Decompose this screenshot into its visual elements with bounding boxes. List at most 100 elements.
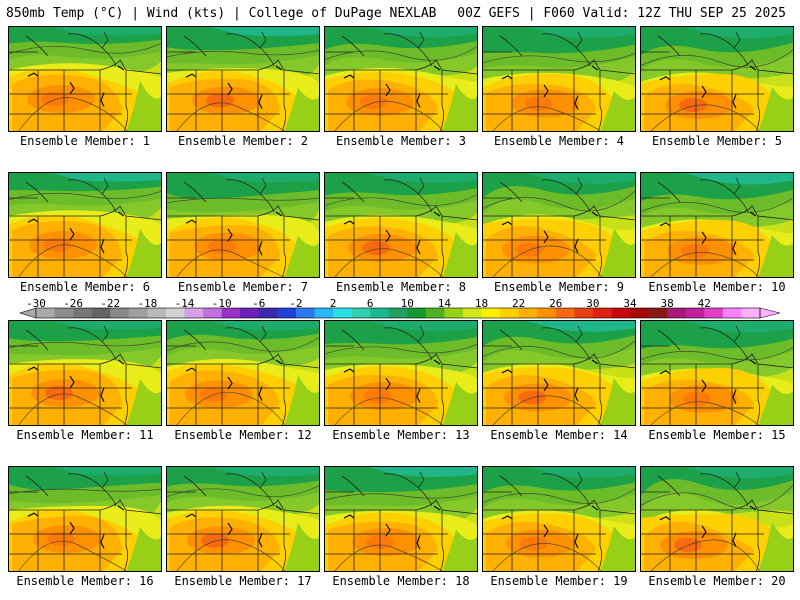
- colorbar-bin: [462, 308, 482, 318]
- colorbar-bin: [444, 308, 464, 318]
- ensemble-member-map: [324, 320, 478, 426]
- ensemble-member-map: [640, 172, 794, 278]
- colorbar-bin: [203, 308, 222, 318]
- colorbar-bin: [667, 308, 687, 318]
- colorbar-tick-label: 42: [697, 297, 711, 310]
- colorbar-bin: [295, 308, 315, 318]
- ensemble-member-label: Ensemble Member: 2: [177, 134, 309, 148]
- colorbar-tick-label: 14: [437, 297, 452, 310]
- colorbar-bin: [165, 308, 185, 318]
- ensemble-member-label: Ensemble Member: 3: [335, 134, 467, 148]
- colorbar-bin: [592, 308, 612, 318]
- ensemble-member-map: [324, 172, 478, 278]
- colorbar-tick-label: 22: [512, 297, 526, 310]
- chart-title: 850mb Temp (°C) | Wind (kts) | College o…: [6, 6, 437, 21]
- colorbar-bin: [481, 308, 501, 318]
- colorbar-tick-label: 26: [549, 297, 563, 310]
- ensemble-member-map: [640, 320, 794, 426]
- colorbar-bin: [574, 308, 594, 318]
- colorbar-bin: [110, 308, 130, 318]
- run-valid-time: 00Z GEFS | F060 Valid: 12Z THU SEP 25 20…: [457, 6, 786, 21]
- ensemble-member-map: [166, 320, 320, 426]
- colorbar-bin: [388, 308, 408, 318]
- ensemble-member-label: Ensemble Member: 8: [335, 280, 467, 294]
- colorbar-bin: [54, 308, 74, 318]
- colorbar-bin: [648, 308, 668, 318]
- ensemble-member-label: Ensemble Member: 14: [490, 428, 628, 442]
- colorbar-tick-label: -6: [252, 297, 266, 310]
- colorbar-bin: [258, 308, 278, 318]
- colorbar-bin: [555, 308, 575, 318]
- colorbar-bin: [221, 308, 241, 318]
- ensemble-member-label: Ensemble Member: 16: [16, 574, 154, 588]
- temperature-colorbar: [18, 307, 781, 319]
- colorbar-bin: [685, 308, 705, 318]
- colorbar-tick-label: 34: [623, 297, 637, 310]
- ensemble-member-label: Ensemble Member: 11: [16, 428, 154, 442]
- colorbar-bin: [741, 308, 761, 318]
- ensemble-member-label: Ensemble Member: 20: [648, 574, 786, 588]
- colorbar-tick-label: -22: [100, 297, 121, 310]
- colorbar-arrow-right: [759, 307, 781, 319]
- colorbar-bin: [351, 308, 371, 318]
- ensemble-member-label: Ensemble Member: 19: [490, 574, 628, 588]
- colorbar-bin: [370, 308, 390, 318]
- ensemble-member-label: Ensemble Member: 13: [332, 428, 470, 442]
- colorbar-tick-label: -18: [137, 297, 158, 310]
- ensemble-member-label: Ensemble Member: 7: [177, 280, 309, 294]
- ensemble-member-map: [166, 172, 320, 278]
- ensemble-member-label: Ensemble Member: 15: [648, 428, 786, 442]
- colorbar-bin: [704, 308, 724, 318]
- colorbar-bin: [147, 308, 167, 318]
- colorbar-bin: [277, 308, 297, 318]
- ensemble-member-label: Ensemble Member: 12: [174, 428, 312, 442]
- ensemble-member-map: [482, 466, 636, 572]
- colorbar-bin: [240, 308, 260, 318]
- colorbar-bin: [184, 308, 204, 318]
- ensemble-member-map: [166, 466, 320, 572]
- ensemble-member-map: [8, 172, 162, 278]
- colorbar-bin: [73, 308, 92, 318]
- ensemble-member-label: Ensemble Member: 18: [332, 574, 470, 588]
- ensemble-member-map: [482, 320, 636, 426]
- ensemble-member-label: Ensemble Member: 4: [493, 134, 625, 148]
- colorbar-tick-label: 18: [474, 297, 489, 310]
- colorbar-tick-label: 2: [329, 297, 337, 310]
- colorbar-bin: [611, 308, 631, 318]
- colorbar-bin: [425, 308, 445, 318]
- colorbar-tick-label: 6: [366, 297, 374, 310]
- colorbar-bin: [91, 308, 111, 318]
- colorbar-tick-label: -10: [211, 297, 232, 310]
- colorbar-bin: [36, 308, 55, 318]
- ensemble-member-map: [324, 26, 478, 132]
- colorbar-tick-label: -14: [174, 297, 195, 310]
- ensemble-member-label: Ensemble Member: 6: [19, 280, 151, 294]
- colorbar-bin: [722, 308, 742, 318]
- ensemble-member-map: [640, 466, 794, 572]
- colorbar-bin: [333, 308, 352, 318]
- ensemble-member-map: [482, 26, 636, 132]
- colorbar-bin: [518, 308, 538, 318]
- colorbar-tick-label: -26: [63, 297, 84, 310]
- colorbar-tick-label: -2: [289, 297, 303, 310]
- colorbar-bin: [314, 308, 334, 318]
- ensemble-member-map: [482, 172, 636, 278]
- colorbar-bin: [630, 308, 649, 318]
- colorbar-tick-label: -30: [26, 297, 46, 310]
- ensemble-member-map: [324, 466, 478, 572]
- ensemble-member-map: [8, 320, 162, 426]
- ensemble-member-map: [166, 26, 320, 132]
- colorbar-bin: [407, 308, 427, 318]
- ensemble-member-label: Ensemble Member: 5: [651, 134, 783, 148]
- colorbar-tick-label: 10: [400, 297, 414, 310]
- colorbar-tick-label: 38: [660, 297, 674, 310]
- colorbar-bin: [500, 308, 519, 318]
- colorbar-tick-label: 30: [586, 297, 600, 310]
- ensemble-member-label: Ensemble Member: 1: [19, 134, 151, 148]
- ensemble-member-map: [8, 466, 162, 572]
- ensemble-member-map: [640, 26, 794, 132]
- ensemble-member-label: Ensemble Member: 9: [493, 280, 625, 294]
- colorbar-bin: [128, 308, 148, 318]
- ensemble-member-label: Ensemble Member: 10: [648, 280, 786, 294]
- ensemble-member-map: [8, 26, 162, 132]
